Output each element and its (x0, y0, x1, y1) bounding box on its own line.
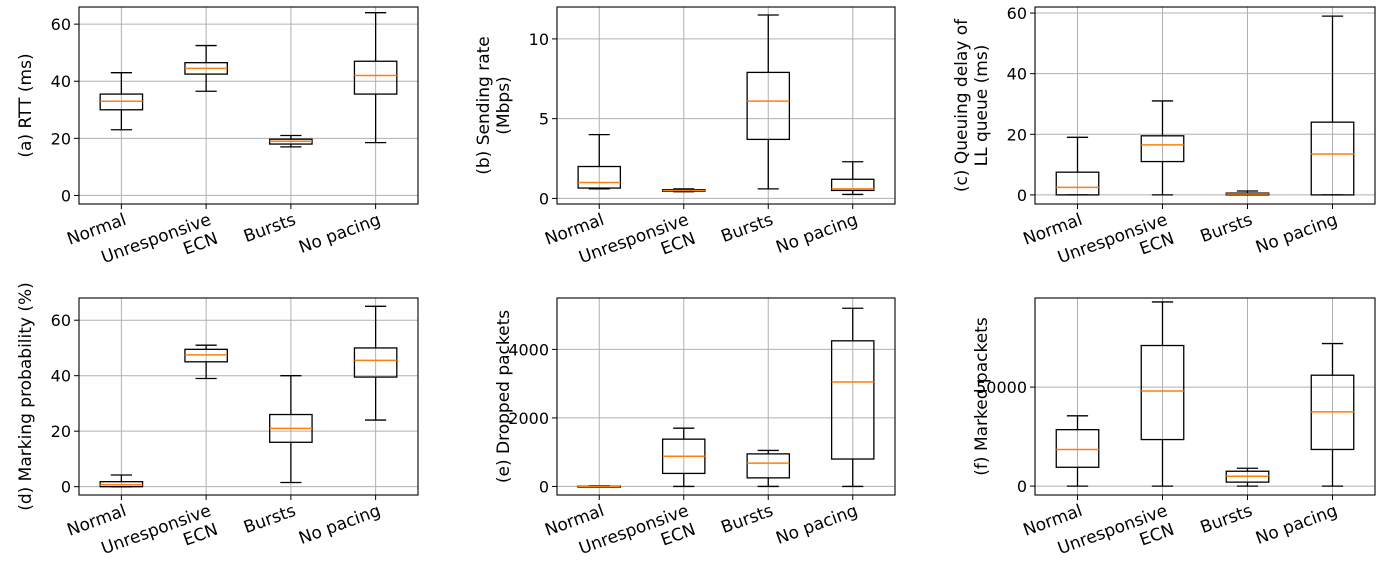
axes-frame (1034, 297, 1376, 496)
box-group-2 (746, 14, 791, 190)
y-tick-label: 0 (539, 189, 549, 208)
box-iqr (746, 71, 791, 141)
axes-frame (78, 6, 419, 205)
x-tick-label: Bursts (241, 501, 299, 538)
box-iqr (1140, 344, 1185, 441)
x-tick-label: Bursts (241, 210, 299, 247)
x-tick-label: No pacing (296, 501, 383, 549)
box-group-1 (1140, 301, 1185, 487)
box-group-2 (1225, 467, 1270, 487)
box-group-0 (1055, 136, 1100, 196)
box-group-1 (1140, 100, 1185, 196)
y-tick-label: 0 (1017, 477, 1027, 496)
y-axis-label: (b) Sending rate(Mbps) (474, 36, 514, 175)
y-tick-label: 0 (1017, 186, 1027, 205)
x-tick-label: Bursts (1198, 501, 1256, 538)
x-tick-label: Bursts (1198, 210, 1256, 247)
x-tick-label: No pacing (773, 501, 860, 549)
y-tick-label: 10 (529, 30, 549, 49)
x-tick-label: No pacing (296, 210, 383, 258)
y-tick-label: 2000 (508, 409, 549, 428)
axes-frame (556, 297, 896, 496)
box-group-0 (99, 72, 144, 131)
x-tick-label: No pacing (1253, 501, 1340, 549)
y-tick-label: 0 (61, 186, 71, 205)
y-tick-label: 50000 (976, 378, 1027, 397)
x-tick-label: No pacing (773, 210, 860, 258)
box-iqr (1055, 429, 1100, 468)
y-axis-label: (e) Dropped packets (494, 310, 514, 483)
axes-frame (78, 297, 419, 496)
y-tick-label: 0 (539, 477, 549, 496)
box-group-3 (353, 305, 398, 421)
box-iqr (1310, 121, 1355, 196)
x-tick-label: Bursts (719, 501, 777, 538)
box-group-0 (99, 474, 144, 488)
y-axis-label: (d) Marking probability (%) (16, 282, 36, 511)
y-tick-label: 20 (1007, 125, 1027, 144)
box-group-2 (746, 449, 791, 488)
y-axis-label: (f) Marked packets (972, 317, 992, 476)
y-tick-label: 20 (51, 422, 71, 441)
box-group-3 (830, 161, 875, 196)
box-group-3 (830, 307, 875, 488)
x-tick-label: No pacing (1253, 210, 1340, 258)
y-tick-label: 60 (51, 15, 71, 34)
y-tick-label: 40 (51, 367, 71, 386)
y-tick-label: 5 (539, 110, 549, 129)
x-tick-label: Bursts (719, 210, 777, 247)
y-axis-label: (a) RTT (ms) (16, 53, 36, 157)
box-iqr (830, 340, 875, 460)
axes-frame (1034, 6, 1376, 205)
y-tick-label: 60 (51, 311, 71, 330)
box-group-2 (1225, 190, 1270, 196)
box-iqr (577, 165, 622, 189)
box-group-0 (1055, 415, 1100, 487)
y-tick-label: 40 (1007, 65, 1027, 84)
box-group-0 (577, 133, 622, 190)
box-iqr (830, 178, 875, 192)
box-group-2 (269, 375, 313, 484)
box-iqr (353, 60, 398, 95)
y-tick-label: 60 (1007, 4, 1027, 23)
box-group-1 (661, 188, 706, 193)
y-axis-label: (c) Queuing delay ofLL queue (ms) (952, 18, 992, 192)
box-group-1 (661, 427, 706, 488)
box-group-3 (353, 12, 398, 144)
box-iqr (1140, 135, 1185, 163)
y-tick-label: 4000 (508, 340, 549, 359)
box-group-3 (1310, 342, 1355, 487)
box-group-1 (184, 344, 228, 380)
axes-frame (556, 6, 896, 205)
box-group-2 (269, 134, 313, 148)
box-iqr (1055, 171, 1100, 196)
y-tick-label: 40 (51, 72, 71, 91)
box-iqr (746, 453, 791, 479)
box-iqr (353, 347, 398, 378)
box-group-0 (577, 485, 622, 488)
y-tick-label: 20 (51, 129, 71, 148)
box-group-1 (184, 44, 228, 92)
box-group-3 (1310, 15, 1355, 196)
y-tick-label: 0 (61, 478, 71, 497)
